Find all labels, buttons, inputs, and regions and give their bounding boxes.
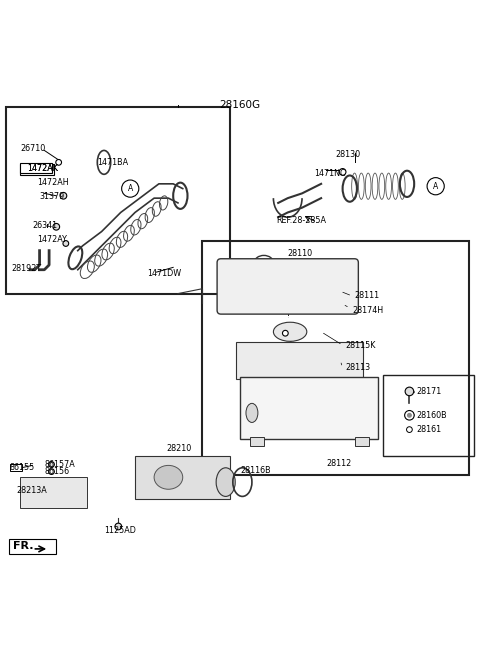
FancyBboxPatch shape — [10, 464, 22, 472]
FancyBboxPatch shape — [236, 342, 363, 379]
Text: 1472AY: 1472AY — [37, 235, 67, 244]
Text: 28192T: 28192T — [11, 264, 41, 273]
Text: 28110: 28110 — [288, 249, 313, 258]
Circle shape — [63, 241, 69, 247]
Text: 86157A: 86157A — [44, 460, 75, 469]
Circle shape — [282, 330, 288, 336]
Text: 28130: 28130 — [336, 150, 360, 159]
FancyBboxPatch shape — [217, 259, 359, 314]
Circle shape — [60, 192, 67, 199]
Bar — [355, 437, 369, 446]
Circle shape — [48, 462, 54, 468]
Text: 1471DW: 1471DW — [147, 269, 181, 278]
Text: 28160B: 28160B — [417, 411, 447, 420]
Circle shape — [56, 160, 61, 165]
Circle shape — [405, 411, 414, 420]
FancyBboxPatch shape — [20, 163, 52, 173]
Circle shape — [48, 469, 54, 474]
Circle shape — [53, 224, 60, 230]
Text: 28213A: 28213A — [17, 486, 48, 494]
Text: A: A — [433, 182, 438, 191]
Ellipse shape — [246, 404, 258, 422]
Bar — [21, 477, 87, 508]
Text: 1471BA: 1471BA — [97, 158, 128, 167]
Circle shape — [405, 387, 414, 396]
FancyBboxPatch shape — [21, 164, 54, 175]
Text: 1472AH: 1472AH — [37, 178, 69, 187]
Text: 28112: 28112 — [326, 460, 351, 468]
Bar — [135, 456, 230, 499]
Text: 28161: 28161 — [417, 425, 442, 434]
Text: 28171: 28171 — [417, 387, 442, 396]
Text: 26710: 26710 — [21, 143, 46, 152]
Ellipse shape — [216, 468, 235, 496]
Text: REF.28-285A: REF.28-285A — [276, 216, 326, 225]
Text: A: A — [128, 184, 133, 193]
Bar — [202, 241, 469, 475]
Bar — [383, 375, 474, 456]
Text: FR.: FR. — [13, 541, 34, 551]
Text: 1471NC: 1471NC — [314, 169, 346, 178]
Circle shape — [115, 523, 121, 530]
Text: 28113: 28113 — [345, 363, 370, 372]
Ellipse shape — [274, 322, 307, 341]
Text: 1472AK: 1472AK — [28, 164, 59, 173]
Text: 31379: 31379 — [39, 192, 65, 201]
Text: 28115K: 28115K — [345, 341, 375, 350]
Ellipse shape — [154, 466, 183, 489]
Circle shape — [407, 427, 412, 432]
Text: 28116B: 28116B — [240, 466, 271, 475]
Text: 28160G: 28160G — [219, 100, 261, 111]
Text: 28111: 28111 — [355, 292, 380, 300]
Text: 86156: 86156 — [44, 467, 70, 476]
Text: 1472AK: 1472AK — [28, 164, 59, 173]
FancyBboxPatch shape — [240, 377, 378, 439]
Bar — [9, 540, 56, 554]
Text: 86155: 86155 — [10, 463, 35, 472]
Text: 28174H: 28174H — [352, 306, 383, 315]
Circle shape — [408, 413, 411, 417]
Circle shape — [339, 169, 346, 175]
Bar — [250, 437, 264, 446]
Text: 1125AD: 1125AD — [104, 526, 136, 535]
Text: 28210: 28210 — [166, 444, 192, 453]
Text: 26341: 26341 — [33, 221, 58, 230]
Bar — [6, 107, 230, 294]
